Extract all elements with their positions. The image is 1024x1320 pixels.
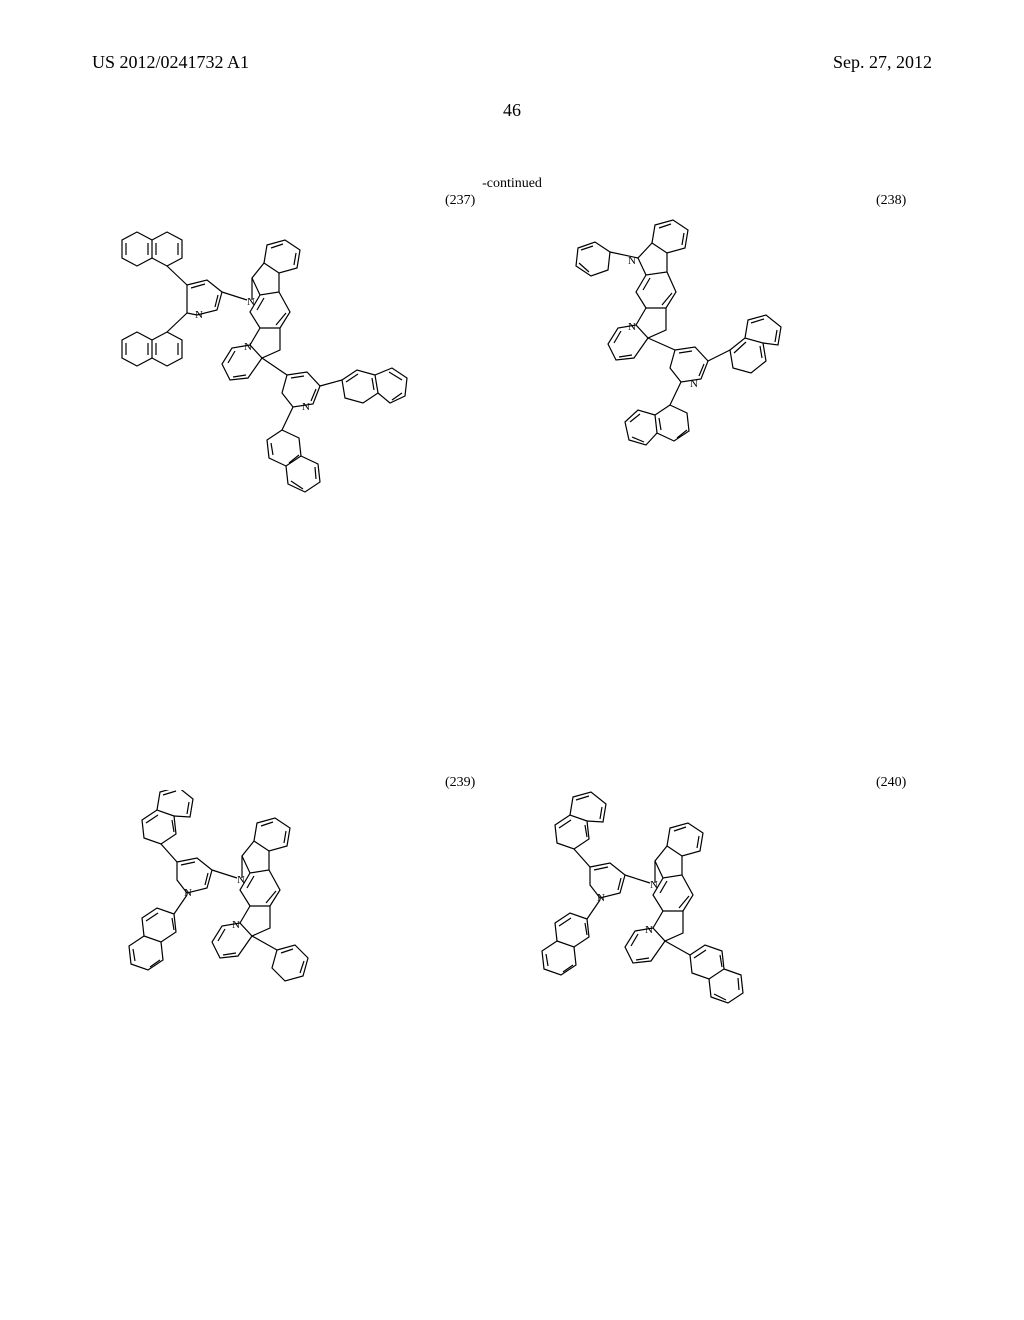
page-number: 46 xyxy=(0,100,1024,121)
svg-text:N: N xyxy=(628,321,636,333)
structure-label-237: (237) xyxy=(445,193,475,209)
svg-text:N: N xyxy=(195,309,203,321)
structure-label-240: (240) xyxy=(876,775,906,791)
continued-label: -continued xyxy=(0,176,1024,192)
chemical-structure-239: N N N xyxy=(92,790,422,1100)
svg-text:N: N xyxy=(184,887,192,899)
structure-label-239: (239) xyxy=(445,775,475,791)
structure-label-238: (238) xyxy=(876,193,906,209)
svg-text:N: N xyxy=(302,401,310,413)
page-header: US 2012/0241732 A1 Sep. 27, 2012 xyxy=(0,52,1024,73)
svg-text:N: N xyxy=(645,924,653,936)
chemical-structure-238: N N N xyxy=(500,210,830,570)
publication-date: Sep. 27, 2012 xyxy=(833,52,932,73)
svg-text:N: N xyxy=(690,378,698,390)
chemical-structure-240: N N N xyxy=(500,790,830,1130)
svg-text:N: N xyxy=(597,892,605,904)
svg-text:N: N xyxy=(232,919,240,931)
svg-text:N: N xyxy=(244,341,252,353)
chemical-structure-237: N N N N xyxy=(92,210,472,600)
patent-number: US 2012/0241732 A1 xyxy=(92,52,249,73)
